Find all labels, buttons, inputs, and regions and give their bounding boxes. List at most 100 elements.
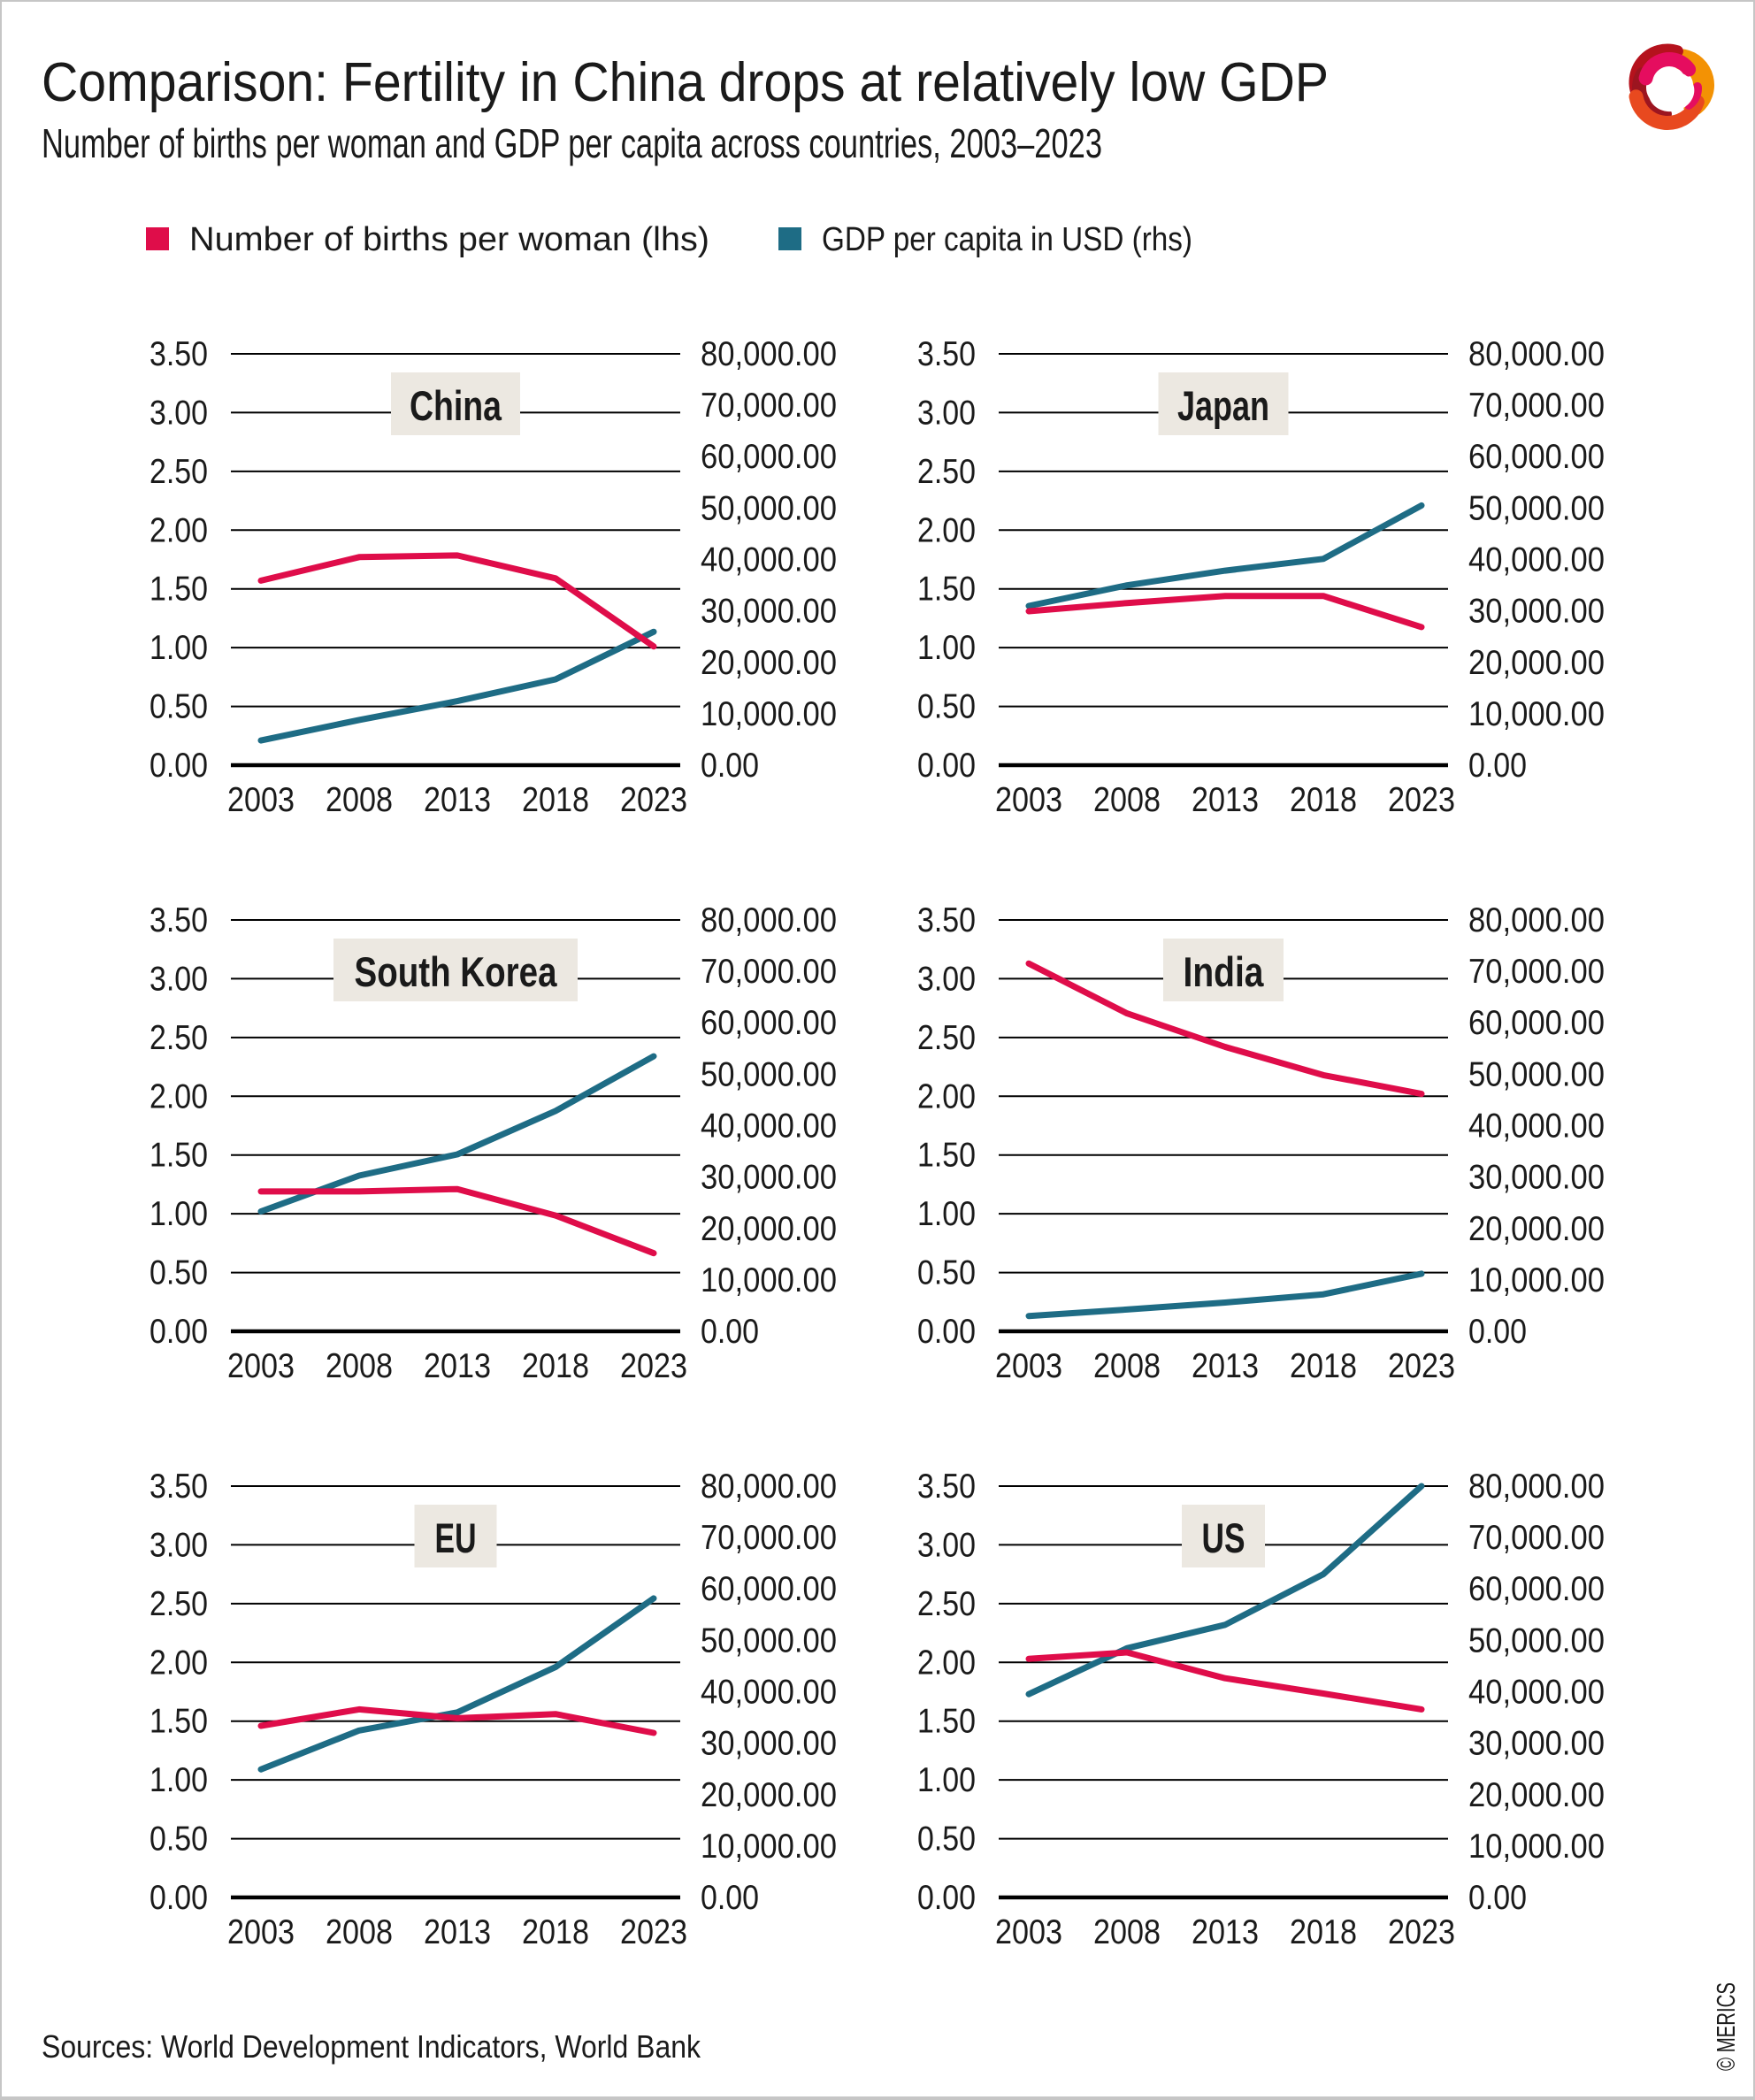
svg-text:Comparison: Fertility in China: Comparison: Fertility in China drops at … [42,52,1329,113]
svg-text:China: China [410,382,502,429]
svg-text:0.00: 0.00 [917,747,976,785]
svg-text:70,000.00: 70,000.00 [701,1519,837,1557]
svg-text:0.00: 0.00 [701,1879,759,1917]
svg-text:40,000.00: 40,000.00 [701,1674,837,1712]
svg-text:2018: 2018 [1290,1347,1357,1385]
svg-text:2.50: 2.50 [149,1585,208,1623]
svg-text:50,000.00: 50,000.00 [701,1621,837,1659]
svg-text:0.00: 0.00 [1468,1879,1527,1917]
svg-text:2003: 2003 [227,1347,295,1385]
svg-text:3.00: 3.00 [149,960,208,998]
svg-text:1.00: 1.00 [149,1761,208,1799]
svg-text:80,000.00: 80,000.00 [701,335,837,373]
svg-text:2008: 2008 [326,1347,393,1385]
svg-text:2.00: 2.00 [917,1644,976,1682]
svg-text:2.00: 2.00 [149,1644,208,1682]
svg-text:0.50: 0.50 [149,1820,208,1859]
svg-text:0.00: 0.00 [149,1313,208,1351]
svg-text:30,000.00: 30,000.00 [701,593,837,631]
svg-text:0.50: 0.50 [917,1820,976,1859]
svg-text:2008: 2008 [1093,1913,1161,1951]
svg-text:40,000.00: 40,000.00 [1468,541,1605,579]
svg-text:2023: 2023 [620,1913,687,1951]
svg-text:0.50: 0.50 [917,688,976,726]
svg-text:30,000.00: 30,000.00 [701,1159,837,1197]
svg-text:Sources: World Development Ind: Sources: World Development Indicators, W… [42,2028,701,2065]
svg-text:1.50: 1.50 [917,571,976,609]
svg-text:10,000.00: 10,000.00 [701,695,837,733]
svg-text:2008: 2008 [1093,781,1161,819]
svg-text:2013: 2013 [1192,781,1259,819]
svg-text:2023: 2023 [1388,781,1455,819]
svg-text:2013: 2013 [424,781,491,819]
svg-text:30,000.00: 30,000.00 [1468,1159,1605,1197]
svg-text:1.00: 1.00 [149,629,208,667]
svg-text:EU: EU [435,1514,477,1561]
svg-text:70,000.00: 70,000.00 [1468,387,1605,425]
svg-text:GDP per capita in USD (rhs): GDP per capita in USD (rhs) [822,221,1192,258]
svg-text:20,000.00: 20,000.00 [1468,644,1605,682]
svg-text:2008: 2008 [326,1913,393,1951]
svg-text:1.50: 1.50 [917,1137,976,1175]
svg-text:0.50: 0.50 [149,688,208,726]
svg-text:20,000.00: 20,000.00 [701,644,837,682]
svg-text:0.50: 0.50 [149,1254,208,1292]
svg-text:2003: 2003 [995,1913,1062,1951]
svg-text:1.50: 1.50 [149,1703,208,1741]
svg-text:2013: 2013 [424,1913,491,1951]
svg-text:0.00: 0.00 [149,747,208,785]
svg-text:50,000.00: 50,000.00 [1468,1621,1605,1659]
svg-text:10,000.00: 10,000.00 [1468,695,1605,733]
svg-text:50,000.00: 50,000.00 [1468,1055,1605,1093]
svg-text:3.00: 3.00 [917,394,976,432]
svg-text:2008: 2008 [1093,1347,1161,1385]
svg-text:2.50: 2.50 [917,1585,976,1623]
svg-text:10,000.00: 10,000.00 [701,1828,837,1866]
svg-text:0.00: 0.00 [1468,747,1527,785]
svg-text:2018: 2018 [522,781,589,819]
svg-text:Number of births per woman and: Number of births per woman and GDP per c… [42,120,1102,166]
svg-text:3.00: 3.00 [149,394,208,432]
svg-text:2.50: 2.50 [149,1019,208,1057]
svg-text:20,000.00: 20,000.00 [1468,1776,1605,1814]
svg-text:70,000.00: 70,000.00 [1468,1519,1605,1557]
svg-text:80,000.00: 80,000.00 [1468,1468,1605,1506]
svg-text:30,000.00: 30,000.00 [1468,593,1605,631]
svg-text:2003: 2003 [227,1913,295,1951]
svg-text:10,000.00: 10,000.00 [701,1261,837,1299]
svg-text:1.50: 1.50 [149,571,208,609]
svg-text:3.50: 3.50 [149,901,208,939]
svg-text:2018: 2018 [522,1913,589,1951]
svg-text:2.00: 2.00 [917,1077,976,1115]
svg-text:2.50: 2.50 [917,453,976,491]
svg-text:10,000.00: 10,000.00 [1468,1261,1605,1299]
svg-text:2003: 2003 [995,1347,1062,1385]
svg-text:3.50: 3.50 [149,335,208,373]
svg-text:50,000.00: 50,000.00 [701,1055,837,1093]
svg-text:0.00: 0.00 [917,1879,976,1917]
svg-text:20,000.00: 20,000.00 [701,1210,837,1248]
svg-text:2.00: 2.00 [917,511,976,549]
svg-text:0.50: 0.50 [917,1254,976,1292]
svg-text:80,000.00: 80,000.00 [701,901,837,939]
svg-text:2.50: 2.50 [149,453,208,491]
svg-text:South Korea: South Korea [355,948,558,995]
svg-text:3.50: 3.50 [917,901,976,939]
svg-text:30,000.00: 30,000.00 [1468,1725,1605,1763]
svg-text:3.50: 3.50 [149,1468,208,1506]
svg-text:3.00: 3.00 [917,960,976,998]
svg-text:0.00: 0.00 [1468,1313,1527,1351]
svg-text:70,000.00: 70,000.00 [1468,953,1605,991]
svg-text:60,000.00: 60,000.00 [1468,438,1605,476]
svg-text:0.00: 0.00 [917,1313,976,1351]
svg-text:2023: 2023 [1388,1913,1455,1951]
svg-text:2013: 2013 [1192,1347,1259,1385]
svg-text:© MERICS: © MERICS [1713,1982,1741,2071]
svg-text:US: US [1202,1514,1245,1561]
svg-text:20,000.00: 20,000.00 [1468,1210,1605,1248]
svg-text:Japan: Japan [1177,382,1269,429]
svg-text:1.50: 1.50 [149,1137,208,1175]
svg-text:40,000.00: 40,000.00 [1468,1107,1605,1146]
svg-text:2003: 2003 [995,781,1062,819]
svg-text:2.50: 2.50 [917,1019,976,1057]
